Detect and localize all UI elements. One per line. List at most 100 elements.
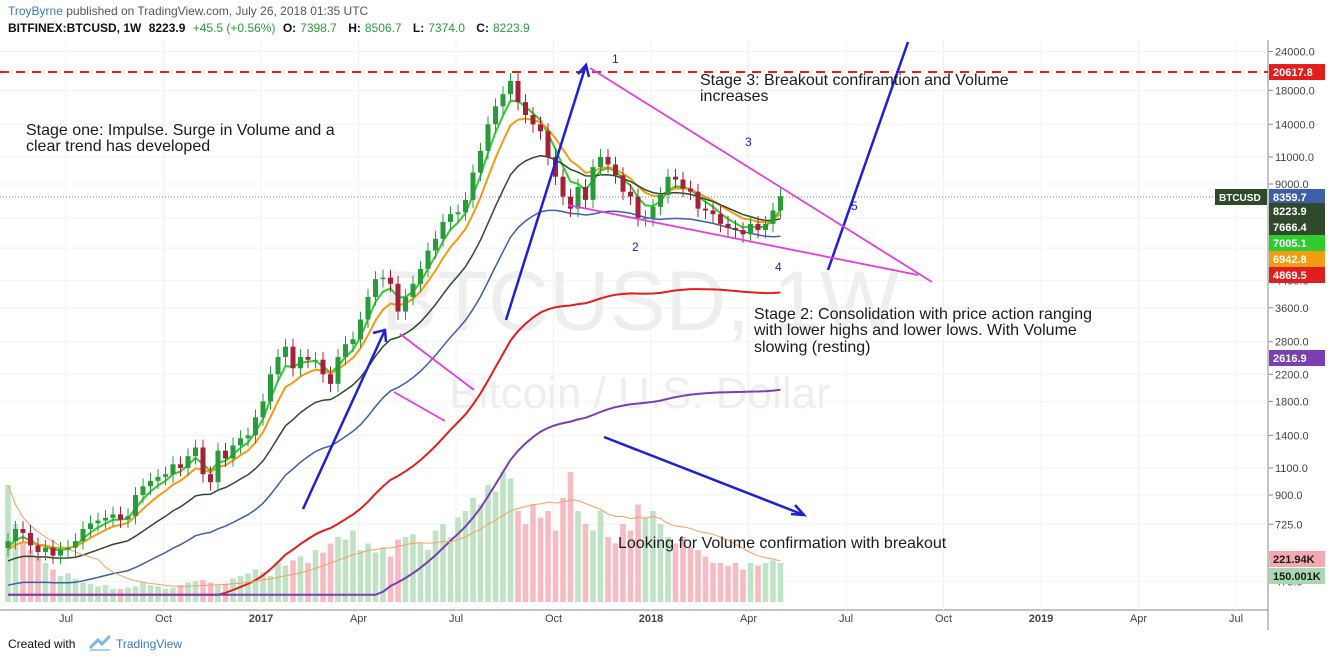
candle-body <box>275 357 281 375</box>
candle-body <box>425 250 431 269</box>
symbol-label[interactable]: BITFINEX:BTCUSD, 1W <box>8 21 142 35</box>
stage3-line2: increases <box>700 88 768 105</box>
symbol-tag-text: BTCUSD <box>1219 193 1261 204</box>
ema-line-6 <box>8 388 781 596</box>
volume-ma-line <box>7 484 781 587</box>
volume-bar <box>65 573 71 602</box>
volume-bar <box>237 576 244 602</box>
candle-body <box>508 80 513 95</box>
volume-bar <box>200 579 206 602</box>
impulse-arrow-2-head <box>577 62 591 78</box>
candle-body <box>763 223 768 231</box>
ema-line-4 <box>7 209 781 586</box>
volume-bar <box>470 498 476 602</box>
candle-body <box>770 210 776 224</box>
candle-body <box>373 279 378 297</box>
volume-bar <box>207 582 214 602</box>
candle-body <box>598 156 603 168</box>
volume-bar <box>612 543 619 602</box>
price-tag <box>1269 203 1325 219</box>
candle-body <box>575 187 581 209</box>
impulse-arrow-2[interactable] <box>504 64 588 321</box>
time-axis[interactable]: Jul Oct 2017 Apr Jul Oct 2018 Apr Jul Oct 2019 Apr J… <box>59 613 1243 625</box>
ohlc-bar: BITFINEX:BTCUSD, 1W 8223.9 +45.5 (+0.56%… <box>8 21 538 35</box>
created-with-text: Created with <box>8 637 76 651</box>
volume-bar <box>620 524 626 602</box>
wave-label-2: 2 <box>632 240 639 254</box>
price-tick-label: 9000.0 <box>1275 179 1309 191</box>
wedge-lower-line[interactable] <box>567 204 919 276</box>
wedge-upper-line[interactable] <box>589 67 933 283</box>
volume-bar <box>267 576 274 602</box>
volume-bar <box>447 537 454 602</box>
candle-body <box>215 450 221 483</box>
author-link[interactable]: TroyByrne <box>8 4 63 18</box>
candle-body <box>740 230 746 235</box>
candle-body <box>110 514 116 518</box>
candle-body <box>208 474 213 483</box>
volume-bar <box>177 585 184 602</box>
candle-body <box>200 447 206 475</box>
candle-body <box>343 344 348 358</box>
candle-body <box>448 214 453 222</box>
volume-decline-arrow[interactable] <box>603 435 805 517</box>
price-axis[interactable]: 24000.018000.014000.011000.09000.07000.0… <box>1268 47 1315 589</box>
candle-body <box>568 196 573 209</box>
tradingview-brand[interactable]: TradingView <box>116 637 183 651</box>
price-tag <box>1269 350 1325 366</box>
candle-body <box>748 223 753 235</box>
candle-body <box>710 210 716 215</box>
candle-body <box>140 486 146 496</box>
candle-body <box>403 296 408 312</box>
flag-upper-line[interactable] <box>399 333 475 391</box>
candle-body <box>718 214 723 224</box>
volume-bar <box>410 534 416 602</box>
plot-area[interactable] <box>0 40 1268 615</box>
candle-body <box>223 450 228 459</box>
candle-body <box>148 480 153 487</box>
volume-bar <box>552 530 559 602</box>
open-label: O: <box>282 21 297 35</box>
candle-body <box>440 221 446 239</box>
time-tick-label: Oct <box>545 613 562 625</box>
volume-bar <box>680 537 686 602</box>
candle-body <box>20 528 26 533</box>
last-price: 8223.9 <box>148 21 186 35</box>
price-chart[interactable]: BTCUSD, 1W Bitcoin / U.S. Dollar 1 2 3 4… <box>0 40 1330 631</box>
volume-bar <box>590 530 596 602</box>
flag-lower-line[interactable] <box>393 391 446 422</box>
volume-bar <box>710 563 716 602</box>
volume-bar <box>57 576 64 602</box>
candle-body <box>643 217 648 219</box>
volume-bar <box>402 537 409 602</box>
candle-body <box>388 277 393 284</box>
candle-body <box>335 357 341 384</box>
candle-body <box>185 456 191 468</box>
change-value: +45.5 (+0.56%) <box>192 21 276 35</box>
tradingview-logo-icon[interactable] <box>88 634 112 652</box>
volume-bar <box>275 563 281 602</box>
resistance-price-text: 20617.8 <box>1273 67 1313 79</box>
volume-bar <box>747 563 754 602</box>
candle-body <box>658 194 663 207</box>
candle-body <box>298 357 303 369</box>
volume-bar <box>87 583 94 602</box>
candle-body <box>313 359 318 361</box>
volume-bar <box>695 550 701 602</box>
candle-body <box>238 438 243 446</box>
volume-bar <box>717 563 724 602</box>
grid-lines <box>0 40 1268 610</box>
price-tag-text: 2616.9 <box>1273 353 1307 365</box>
candle-body <box>43 547 48 553</box>
candle-body <box>688 188 693 192</box>
candle-body <box>545 131 551 157</box>
candle-body <box>365 296 371 320</box>
price-tag-text: 7005.1 <box>1273 238 1307 250</box>
annotations <box>301 41 933 517</box>
time-tick-label: Apr <box>1130 613 1147 625</box>
candle-body <box>463 199 468 213</box>
impulse-arrow-1[interactable] <box>301 329 387 510</box>
volume-bar <box>507 478 514 602</box>
volume-bar <box>20 543 26 602</box>
breakout-line[interactable] <box>826 41 910 271</box>
